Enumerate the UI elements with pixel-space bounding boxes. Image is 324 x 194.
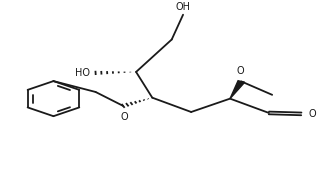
Text: HO: HO	[75, 68, 90, 78]
Text: O: O	[237, 66, 244, 76]
Polygon shape	[230, 81, 245, 99]
Text: O: O	[121, 112, 129, 122]
Text: O: O	[308, 109, 316, 119]
Text: OH: OH	[176, 2, 191, 12]
